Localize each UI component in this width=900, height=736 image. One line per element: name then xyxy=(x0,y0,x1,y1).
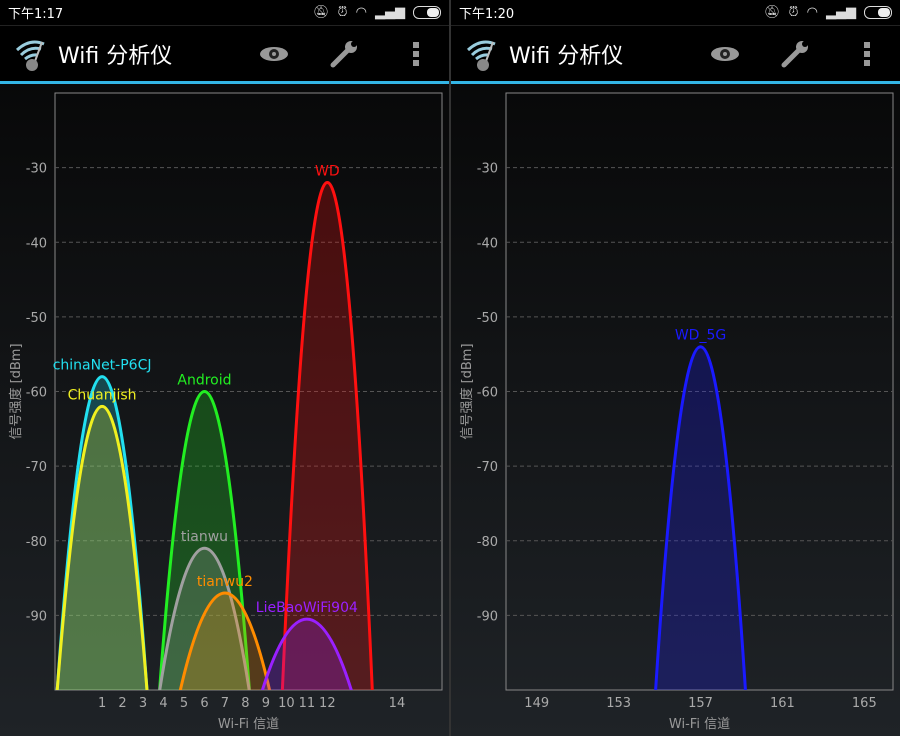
wifi-icon: ◠ xyxy=(806,5,818,20)
network-curve xyxy=(178,591,272,690)
overflow-menu-icon[interactable] xyxy=(851,38,883,70)
curves xyxy=(654,345,747,690)
screen-1: 下午1:17 🔕︎ ⏰︎ ◠ ▂▄▆ Wifi 分析仪 -30 -40 -50 -60 -70… xyxy=(0,0,449,736)
y-axis-label: 信号强度 [dBm] xyxy=(459,343,475,439)
y-axis-label: 信号强度 [dBm] xyxy=(8,343,24,439)
network-label: WD_5G xyxy=(675,328,726,344)
signal-chart: -30-40-50-60-70-80-901 2 3 4 5 6 7 8 9 10 11 12 14Wi… xyxy=(8,92,443,732)
wifi-icon: ◠ xyxy=(355,5,367,20)
signal-chart: -30 -40 -50 -60 -70 -80 -90 149 153 157 161 165 Wi-F… xyxy=(459,92,894,732)
status-bar: 下午1:17 🔕︎ ⏰︎ ◠ ▂▄▆ xyxy=(0,0,449,26)
y-tick-label: -80 xyxy=(26,535,47,550)
x-tick-label: 2 xyxy=(118,696,126,711)
screen-2: 下午1:20 🔕︎ ⏰︎ ◠ ▂▄▆ Wifi 分析仪 -30 -40 -50 -60 -70… xyxy=(451,0,900,736)
app-title: Wifi 分析仪 xyxy=(58,43,173,69)
x-tick-label: 161 xyxy=(770,696,795,711)
x-tick-label: 9 xyxy=(262,696,270,711)
wifi-analyzer-logo xyxy=(15,40,45,71)
wrench-icon[interactable] xyxy=(779,38,811,70)
y-tick-label: -70 xyxy=(477,460,498,475)
app-bar: Wifi 分析仪 xyxy=(451,26,900,84)
mute-icon: 🔕︎ xyxy=(764,5,781,20)
x-tick-label: 14 xyxy=(389,696,406,711)
wifi-analyzer-logo xyxy=(466,40,496,71)
battery-icon xyxy=(413,6,441,19)
overflow-menu-icon[interactable] xyxy=(400,38,432,70)
divider xyxy=(449,0,451,736)
x-tick-label: 8 xyxy=(241,696,249,711)
wrench-icon[interactable] xyxy=(328,38,360,70)
x-tick-label: 153 xyxy=(606,696,631,711)
y-tick-label: -60 xyxy=(26,386,47,401)
x-tick-label: 149 xyxy=(524,696,549,711)
y-tick-label: -90 xyxy=(26,609,47,624)
x-tick-label: 5 xyxy=(180,696,188,711)
status-time: 下午1:20 xyxy=(459,7,515,22)
eye-icon[interactable] xyxy=(258,38,290,70)
x-tick-label: 11 xyxy=(299,696,316,711)
network-label: chinaNet-P6CJ xyxy=(53,358,152,374)
x-tick-label: 4 xyxy=(159,696,167,711)
y-tick-label: -70 xyxy=(26,460,47,475)
curves xyxy=(55,181,374,690)
network-curve xyxy=(260,617,353,690)
app-bar: Wifi 分析仪 xyxy=(0,26,449,84)
y-tick-label: -40 xyxy=(477,236,498,251)
network-curve xyxy=(280,181,374,690)
y-tick-label: -30 xyxy=(26,162,47,177)
status-time: 下午1:17 xyxy=(8,7,64,22)
network-label: WD xyxy=(315,164,340,180)
x-tick-label: 12 xyxy=(319,696,336,711)
y-tick-label: -60 xyxy=(477,386,498,401)
network-label: tianwu2 xyxy=(197,574,253,590)
x-axis-label: Wi-Fi 信道 xyxy=(218,717,279,732)
battery-icon xyxy=(864,6,892,19)
signal-icon: ▂▄▆ xyxy=(826,5,856,20)
y-tick-label: -50 xyxy=(26,311,47,326)
x-tick-label: 7 xyxy=(221,696,229,711)
network-curve xyxy=(654,345,747,690)
x-axis-label: Wi-Fi 信道 xyxy=(669,717,730,732)
network-label: tianwu xyxy=(181,529,228,545)
network-label: LieBaoWiFi904 xyxy=(256,600,358,616)
x-tick-label: 10 xyxy=(278,696,295,711)
network-label: Android xyxy=(177,373,231,389)
y-tick-label: -90 xyxy=(477,609,498,624)
status-bar: 下午1:20 🔕︎ ⏰︎ ◠ ▂▄▆ xyxy=(451,0,900,26)
x-tick-label: 1 xyxy=(98,696,106,711)
app-title: Wifi 分析仪 xyxy=(509,43,624,69)
network-curve xyxy=(55,405,149,690)
network-label: Chuanjish xyxy=(68,387,137,403)
signal-icon: ▂▄▆ xyxy=(375,5,405,20)
alarm-icon: ⏰︎ xyxy=(337,5,348,20)
network-curve xyxy=(158,547,251,690)
y-tick-label: -80 xyxy=(477,535,498,550)
y-tick-label: -30 xyxy=(477,162,498,177)
y-tick-label: -50 xyxy=(477,311,498,326)
x-tick-label: 157 xyxy=(688,696,713,711)
alarm-icon: ⏰︎ xyxy=(788,5,799,20)
network-curve xyxy=(55,375,149,690)
network-curve xyxy=(158,390,251,690)
y-tick-label: -40 xyxy=(26,236,47,251)
x-tick-label: 3 xyxy=(139,696,147,711)
x-tick-label: 165 xyxy=(852,696,877,711)
eye-icon[interactable] xyxy=(709,38,741,70)
x-tick-label: 6 xyxy=(200,696,208,711)
mute-icon: 🔕︎ xyxy=(313,5,330,20)
